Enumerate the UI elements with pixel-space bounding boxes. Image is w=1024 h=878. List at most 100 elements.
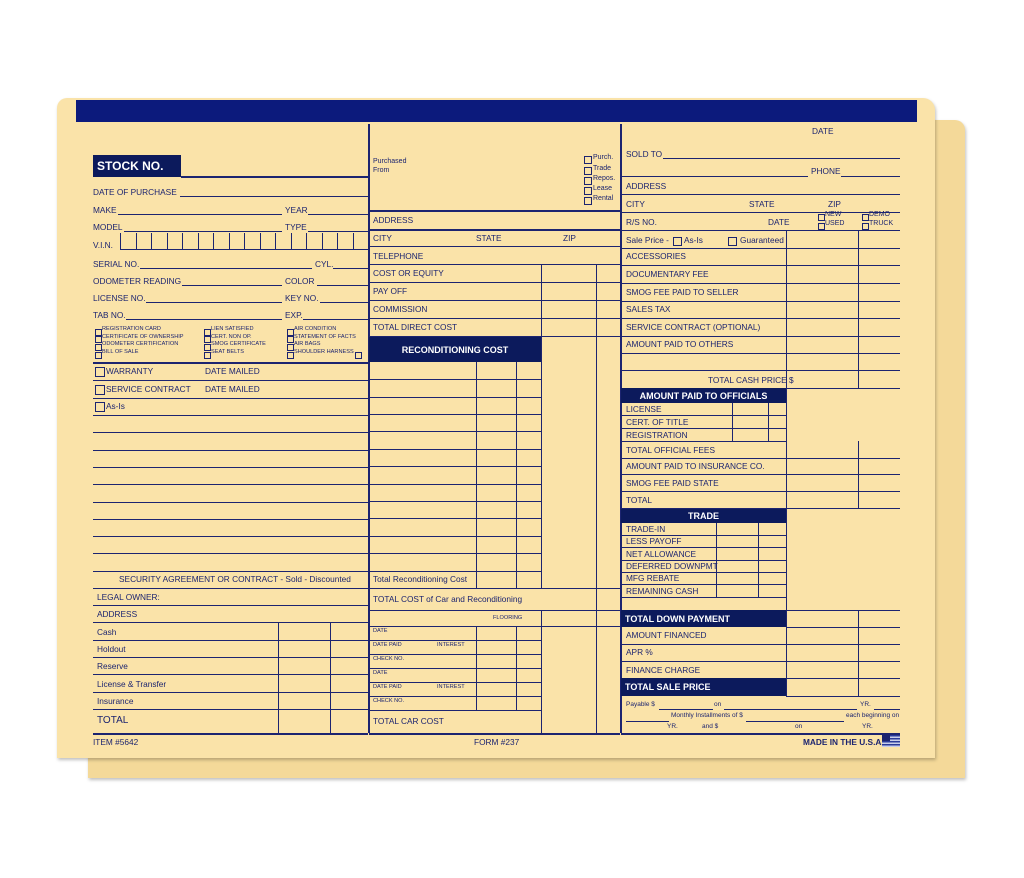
fill-line[interactable] bbox=[621, 283, 900, 284]
checkbox[interactable] bbox=[584, 156, 592, 164]
checkbox[interactable] bbox=[287, 351, 294, 359]
fill-line[interactable] bbox=[369, 414, 541, 415]
fill-line[interactable] bbox=[621, 428, 786, 429]
fill-line[interactable] bbox=[369, 710, 541, 711]
fill-line[interactable] bbox=[746, 721, 844, 722]
fill-line[interactable] bbox=[621, 194, 900, 195]
fill-line[interactable] bbox=[369, 536, 541, 537]
fill-line[interactable] bbox=[118, 214, 282, 215]
fill-line[interactable] bbox=[182, 285, 282, 286]
fill-line[interactable] bbox=[621, 318, 900, 319]
fill-line[interactable] bbox=[663, 158, 900, 159]
checkbox[interactable] bbox=[95, 385, 105, 395]
fill-line[interactable] bbox=[621, 491, 900, 492]
fill-line[interactable] bbox=[621, 458, 900, 459]
fill-line[interactable] bbox=[369, 696, 541, 697]
fill-line[interactable] bbox=[93, 622, 368, 623]
fill-line[interactable] bbox=[369, 379, 541, 380]
fill-line[interactable] bbox=[621, 560, 786, 561]
fill-line[interactable] bbox=[93, 640, 368, 641]
fill-line[interactable] bbox=[369, 654, 541, 655]
fill-line[interactable] bbox=[369, 282, 620, 283]
checkbox[interactable] bbox=[95, 351, 102, 359]
fill-line[interactable] bbox=[621, 572, 786, 573]
checkbox[interactable] bbox=[355, 351, 362, 359]
fill-line[interactable] bbox=[93, 657, 368, 658]
checkbox[interactable] bbox=[584, 197, 592, 205]
fill-line[interactable] bbox=[308, 214, 368, 215]
fill-line[interactable] bbox=[308, 231, 368, 232]
fill-line[interactable] bbox=[621, 230, 900, 231]
fill-line[interactable] bbox=[724, 709, 857, 710]
checkbox[interactable] bbox=[95, 343, 102, 351]
checkbox[interactable] bbox=[204, 336, 211, 344]
fill-line[interactable] bbox=[126, 319, 282, 320]
checkbox[interactable] bbox=[95, 328, 102, 336]
fill-line[interactable] bbox=[369, 640, 541, 641]
fill-line[interactable] bbox=[369, 229, 620, 231]
fill-line[interactable] bbox=[120, 249, 368, 250]
fill-line[interactable] bbox=[303, 319, 368, 320]
fill-line[interactable] bbox=[320, 302, 368, 303]
fill-line[interactable] bbox=[621, 508, 900, 509]
fill-line[interactable] bbox=[786, 696, 900, 697]
fill-line[interactable] bbox=[369, 518, 541, 519]
fill-line[interactable] bbox=[369, 733, 620, 735]
fill-line[interactable] bbox=[93, 536, 368, 537]
fill-line[interactable] bbox=[93, 588, 368, 589]
checkbox[interactable] bbox=[204, 343, 211, 351]
fill-line[interactable] bbox=[93, 674, 368, 675]
fill-line[interactable] bbox=[659, 709, 713, 710]
fill-line[interactable] bbox=[369, 318, 620, 319]
fill-line[interactable] bbox=[93, 571, 368, 572]
fill-line[interactable] bbox=[369, 431, 541, 432]
fill-line[interactable] bbox=[621, 336, 900, 337]
fill-line[interactable] bbox=[93, 380, 368, 381]
checkbox[interactable] bbox=[818, 213, 825, 221]
checkbox[interactable] bbox=[95, 336, 102, 344]
fill-line[interactable] bbox=[621, 474, 900, 475]
fill-line[interactable] bbox=[369, 682, 541, 683]
checkbox[interactable] bbox=[862, 213, 869, 221]
fill-line[interactable] bbox=[621, 644, 900, 645]
fill-line[interactable] bbox=[369, 610, 620, 611]
fill-line[interactable] bbox=[93, 415, 368, 416]
fill-line[interactable] bbox=[621, 415, 786, 416]
fill-line[interactable] bbox=[369, 210, 620, 212]
fill-line[interactable] bbox=[621, 547, 786, 548]
fill-line[interactable] bbox=[369, 264, 620, 265]
checkbox[interactable] bbox=[95, 367, 105, 377]
fill-line[interactable] bbox=[621, 370, 900, 371]
fill-line[interactable] bbox=[621, 212, 900, 213]
fill-line[interactable] bbox=[369, 449, 541, 450]
fill-line[interactable] bbox=[369, 588, 620, 589]
fill-line[interactable] bbox=[621, 535, 786, 536]
fill-line[interactable] bbox=[369, 246, 620, 247]
fill-line[interactable] bbox=[621, 248, 900, 249]
fill-line[interactable] bbox=[621, 265, 900, 266]
fill-line[interactable] bbox=[93, 432, 368, 433]
fill-line[interactable] bbox=[369, 668, 541, 669]
fill-line[interactable] bbox=[621, 661, 900, 662]
fill-line[interactable] bbox=[146, 302, 282, 303]
fill-line[interactable] bbox=[181, 176, 368, 178]
fill-line[interactable] bbox=[180, 196, 368, 197]
checkbox[interactable] bbox=[862, 222, 869, 230]
fill-line[interactable] bbox=[317, 285, 368, 286]
fill-line[interactable] bbox=[874, 709, 900, 710]
fill-line[interactable] bbox=[621, 353, 900, 354]
checkbox[interactable] bbox=[287, 336, 294, 344]
fill-line[interactable] bbox=[369, 466, 541, 467]
fill-line[interactable] bbox=[93, 484, 368, 485]
fill-line[interactable] bbox=[93, 692, 368, 693]
checkbox[interactable] bbox=[287, 328, 294, 336]
checkbox[interactable] bbox=[818, 222, 825, 230]
fill-line[interactable] bbox=[369, 501, 541, 502]
fill-line[interactable] bbox=[93, 733, 368, 735]
fill-line[interactable] bbox=[621, 176, 808, 177]
checkbox[interactable] bbox=[673, 236, 682, 246]
fill-line[interactable] bbox=[786, 627, 900, 628]
fill-line[interactable] bbox=[93, 362, 368, 364]
checkbox[interactable] bbox=[584, 177, 592, 185]
fill-line[interactable] bbox=[93, 398, 368, 399]
